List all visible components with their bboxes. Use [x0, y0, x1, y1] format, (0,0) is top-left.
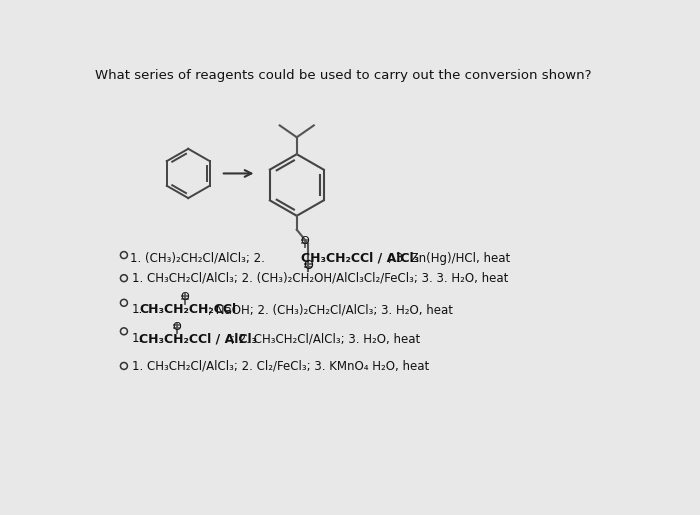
- Text: 1. CH₃CH₂Cl/AlCl₃; 2. Cl₂/FeCl₃; 3. KMnO₄ H₂O, heat: 1. CH₃CH₂Cl/AlCl₃; 2. Cl₂/FeCl₃; 3. KMnO…: [132, 359, 429, 372]
- Text: O: O: [172, 322, 181, 332]
- Text: ; 2. CH₃CH₂Cl/AlCl₃; 3. H₂O, heat: ; 2. CH₃CH₂Cl/AlCl₃; 3. H₂O, heat: [231, 333, 420, 346]
- Text: What series of reagents could be used to carry out the conversion shown?: What series of reagents could be used to…: [95, 70, 592, 82]
- Text: 1.: 1.: [132, 333, 143, 346]
- Text: ; 3. Zn(Hg)/HCl, heat: ; 3. Zn(Hg)/HCl, heat: [389, 252, 510, 265]
- Text: 1. CH₃CH₂Cl/AlCl₃; 2. (CH₃)₂CH₂OH/AlCl₃Cl₂/FeCl₃; 3. 3. H₂O, heat: 1. CH₃CH₂Cl/AlCl₃; 2. (CH₃)₂CH₂OH/AlCl₃C…: [132, 272, 508, 285]
- Text: O: O: [181, 293, 190, 302]
- Text: CH₃CH₂CCl / AlCl₃: CH₃CH₂CCl / AlCl₃: [302, 252, 419, 265]
- Text: 1. (CH₃)₂CH₂Cl/AlCl₃; 2.: 1. (CH₃)₂CH₂Cl/AlCl₃; 2.: [130, 252, 269, 265]
- Text: O: O: [303, 259, 313, 272]
- Text: 1.: 1.: [132, 303, 143, 316]
- Text: O: O: [300, 236, 309, 246]
- Text: ; NaOH; 2. (CH₃)₂CH₂Cl/AlCl₃; 3. H₂O, heat: ; NaOH; 2. (CH₃)₂CH₂Cl/AlCl₃; 3. H₂O, he…: [208, 303, 453, 316]
- Text: CH₃CH₂CCl / AlCl₃: CH₃CH₂CCl / AlCl₃: [139, 333, 258, 346]
- Text: CH₃CH₂CH₂CCl: CH₃CH₂CH₂CCl: [139, 303, 237, 316]
